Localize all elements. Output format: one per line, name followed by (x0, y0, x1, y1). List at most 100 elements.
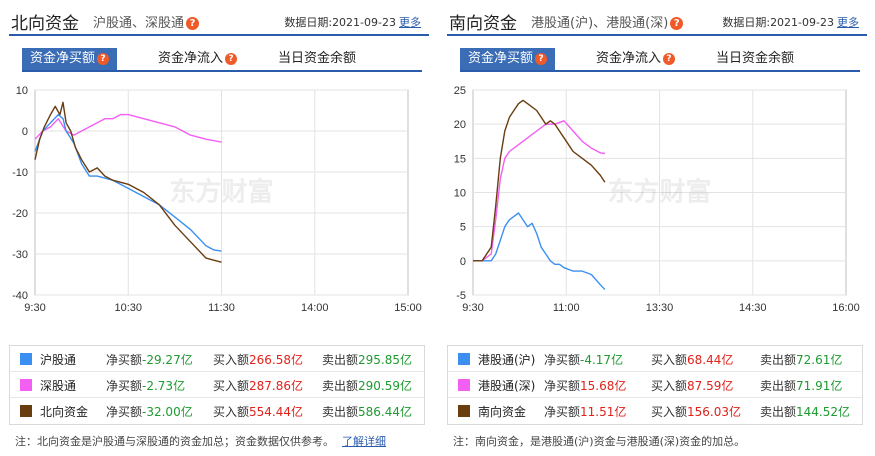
tab-net-buy[interactable]: 资金净买额? (22, 48, 118, 70)
legend-swatch (20, 353, 32, 365)
buy-value: 554.44亿 (249, 405, 304, 419)
x-tick-label: 11:00 (553, 302, 580, 314)
buy-value: 68.44亿 (687, 353, 734, 367)
x-tick-label: 9:30 (462, 302, 483, 314)
y-tick-label: 10 (454, 188, 466, 200)
legend-name: 深股通 (40, 379, 77, 393)
south-tabs: 资金净买额? 资金净流入? 当日资金余额 (460, 48, 860, 72)
north-panel: 北向资金 沪股通、深股通? 数据日期:2021-09-23 更多 资金净买额? 资… (3, 0, 435, 456)
legend-row: 深股通 净买额-2.73亿 买入额287.86亿 卖出额290.59亿 (10, 372, 424, 398)
south-subtitle: 港股通(沪)、港股通(深)? (531, 12, 684, 31)
watermark-logo: 东方财富 (169, 177, 273, 208)
net-value: 15.68亿 (580, 379, 627, 393)
sell-value: 71.91亿 (796, 379, 843, 393)
north-title: 北向资金 (11, 14, 79, 34)
buy-value: 287.86亿 (249, 379, 304, 393)
x-tick-label: 14:30 (739, 302, 767, 314)
net-value: -32.00亿 (142, 405, 193, 419)
buy-value: 87.59亿 (687, 379, 734, 393)
buy-value: 266.58亿 (249, 353, 304, 367)
x-tick-label: 14:00 (301, 302, 329, 314)
learn-more-link[interactable]: 了解详细 (342, 435, 386, 448)
north-chart: 10 0 -10 -20 -30 -409:30 10:30 11:30 14:00 15:00 东… (12, 85, 422, 314)
y-tick-label: 25 (454, 85, 466, 97)
north-more-link[interactable]: 更多 (399, 16, 421, 29)
tab-balance[interactable]: 当日资金余额 (716, 51, 795, 66)
north-note: 注：北向资金是沪股通与深股通的资金加总；资金数据仅供参考。 了解详细 (15, 435, 386, 448)
legend-row: 港股通(深) 净买额15.68亿 买入额87.59亿 卖出额71.91亿 (448, 372, 862, 398)
series-line (34, 101, 222, 263)
y-tick-label: 5 (460, 222, 466, 234)
y-tick-label: -30 (12, 249, 28, 261)
tab-balance[interactable]: 当日资金余额 (278, 51, 357, 66)
legend-name: 北向资金 (40, 405, 89, 419)
legend-name: 港股通(沪) (478, 353, 536, 367)
tab-net-buy[interactable]: 资金净买额? (460, 48, 556, 70)
net-value: -4.17亿 (580, 353, 624, 367)
legend-swatch (458, 379, 470, 391)
south-note: 注：南向资金，是港股通(沪)资金与港股通(深)资金的加总。 (453, 435, 746, 448)
net-value: 11.51亿 (580, 405, 627, 419)
x-tick-label: 13:30 (646, 302, 674, 314)
x-tick-label: 16:00 (832, 302, 860, 314)
south-title: 南向资金 (449, 14, 517, 34)
x-tick-label: 10:30 (114, 302, 142, 314)
legend-name: 南向资金 (478, 405, 527, 419)
y-tick-label: 0 (460, 256, 466, 268)
north-tabs: 资金净买额? 资金净流入? 当日资金余额 (22, 48, 422, 72)
north-legend: 沪股通 净买额-29.27亿 买入额266.58亿 卖出额295.85亿 深股通… (9, 345, 425, 425)
south-chart: 25 20 15 10 5 0 -59:30 11:00 13:30 14:30 16:00 东方财富 (454, 85, 860, 314)
help-icon[interactable]: ? (186, 17, 200, 30)
help-icon[interactable]: ? (670, 17, 684, 30)
watermark-logo: 东方财富 (607, 177, 711, 208)
south-panel: 南向资金 港股通(沪)、港股通(深)? 数据日期:2021-09-23 更多 资金… (441, 0, 873, 456)
series-line (34, 113, 222, 252)
sell-value: 144.52亿 (796, 405, 851, 419)
series-line (473, 120, 605, 262)
legend-row: 南向资金 净买额11.51亿 买入额156.03亿 卖出额144.52亿 (448, 398, 862, 424)
y-tick-label: 20 (454, 119, 466, 131)
y-tick-label: 15 (454, 153, 466, 165)
south-header: 南向资金 港股通(沪)、港股通(深)? 数据日期:2021-09-23 更多 (447, 8, 867, 36)
y-tick-label: 0 (22, 126, 28, 138)
south-legend: 港股通(沪) 净买额-4.17亿 买入额68.44亿 卖出额72.61亿 港股通… (447, 345, 863, 425)
x-tick-label: 15:00 (394, 302, 422, 314)
legend-row: 港股通(沪) 净买额-4.17亿 买入额68.44亿 卖出额72.61亿 (448, 346, 862, 372)
help-icon[interactable]: ? (225, 53, 238, 65)
sell-value: 586.44亿 (358, 405, 413, 419)
south-more-link[interactable]: 更多 (837, 16, 859, 29)
north-header: 北向资金 沪股通、深股通? 数据日期:2021-09-23 更多 (9, 8, 429, 36)
legend-row: 沪股通 净买额-29.27亿 买入额266.58亿 卖出额295.85亿 (10, 346, 424, 372)
legend-swatch (458, 353, 470, 365)
legend-swatch (20, 379, 32, 391)
series-line (34, 113, 222, 143)
help-icon[interactable]: ? (663, 53, 676, 65)
x-tick-label: 9:30 (24, 302, 45, 314)
legend-swatch (20, 405, 32, 417)
y-tick-label: 10 (16, 85, 28, 97)
north-subtitle: 沪股通、深股通? (93, 12, 200, 31)
sell-value: 290.59亿 (358, 379, 413, 393)
series-line (473, 212, 606, 290)
y-tick-label: -10 (12, 167, 28, 179)
sell-value: 72.61亿 (796, 353, 843, 367)
x-tick-label: 11:30 (208, 302, 235, 314)
buy-value: 156.03亿 (687, 405, 742, 419)
legend-row: 北向资金 净买额-32.00亿 买入额554.44亿 卖出额586.44亿 (10, 398, 424, 424)
north-date: 数据日期:2021-09-23 更多 (284, 16, 421, 29)
sell-value: 295.85亿 (358, 353, 413, 367)
legend-swatch (458, 405, 470, 417)
y-tick-label: -5 (456, 290, 466, 302)
legend-name: 沪股通 (40, 353, 77, 367)
series-line (473, 99, 606, 262)
south-date: 数据日期:2021-09-23 更多 (722, 16, 859, 29)
net-value: -2.73亿 (142, 379, 186, 393)
tab-net-inflow[interactable]: 资金净流入? (150, 48, 245, 70)
help-icon[interactable]: ? (535, 53, 548, 65)
y-tick-label: -20 (12, 208, 28, 220)
legend-name: 港股通(深) (478, 379, 536, 393)
help-icon[interactable]: ? (97, 53, 110, 65)
tab-net-inflow[interactable]: 资金净流入? (588, 48, 683, 70)
net-value: -29.27亿 (142, 353, 193, 367)
y-tick-label: -40 (12, 290, 28, 302)
